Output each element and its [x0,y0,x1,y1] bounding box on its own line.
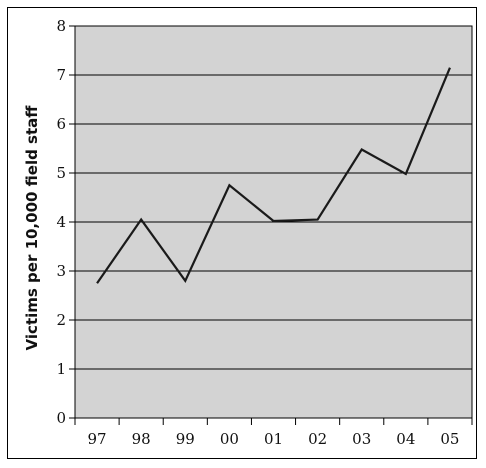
x-tick-label: 97 [88,430,107,448]
y-tick-label: 2 [56,311,66,329]
y-tick-label: 3 [56,262,66,280]
y-tick-label: 8 [56,17,66,35]
x-tick-label: 02 [308,430,327,448]
y-tick-label: 7 [56,66,66,84]
x-tick-label: 03 [352,430,371,448]
y-tick-label: 0 [56,409,66,427]
y-axis-ticks: 0 1 2 3 4 5 6 7 8 [56,17,75,427]
x-tick-label: 00 [220,430,239,448]
x-tick-label: 98 [132,430,151,448]
y-tick-label: 4 [56,213,66,231]
series-line [96,67,451,284]
y-tick-label: 1 [56,360,66,378]
x-tick-label: 99 [176,430,195,448]
y-tick-label: 5 [56,164,66,182]
x-axis-ticks: 97 98 99 00 01 02 03 04 05 [74,418,473,448]
x-tick-label: 04 [396,430,415,448]
x-tick-label: 05 [440,430,459,448]
x-tick-label: 01 [264,430,283,448]
y-tick-label: 6 [56,115,66,133]
y-axis-title: Victims per 10,000 field staff [23,105,41,351]
